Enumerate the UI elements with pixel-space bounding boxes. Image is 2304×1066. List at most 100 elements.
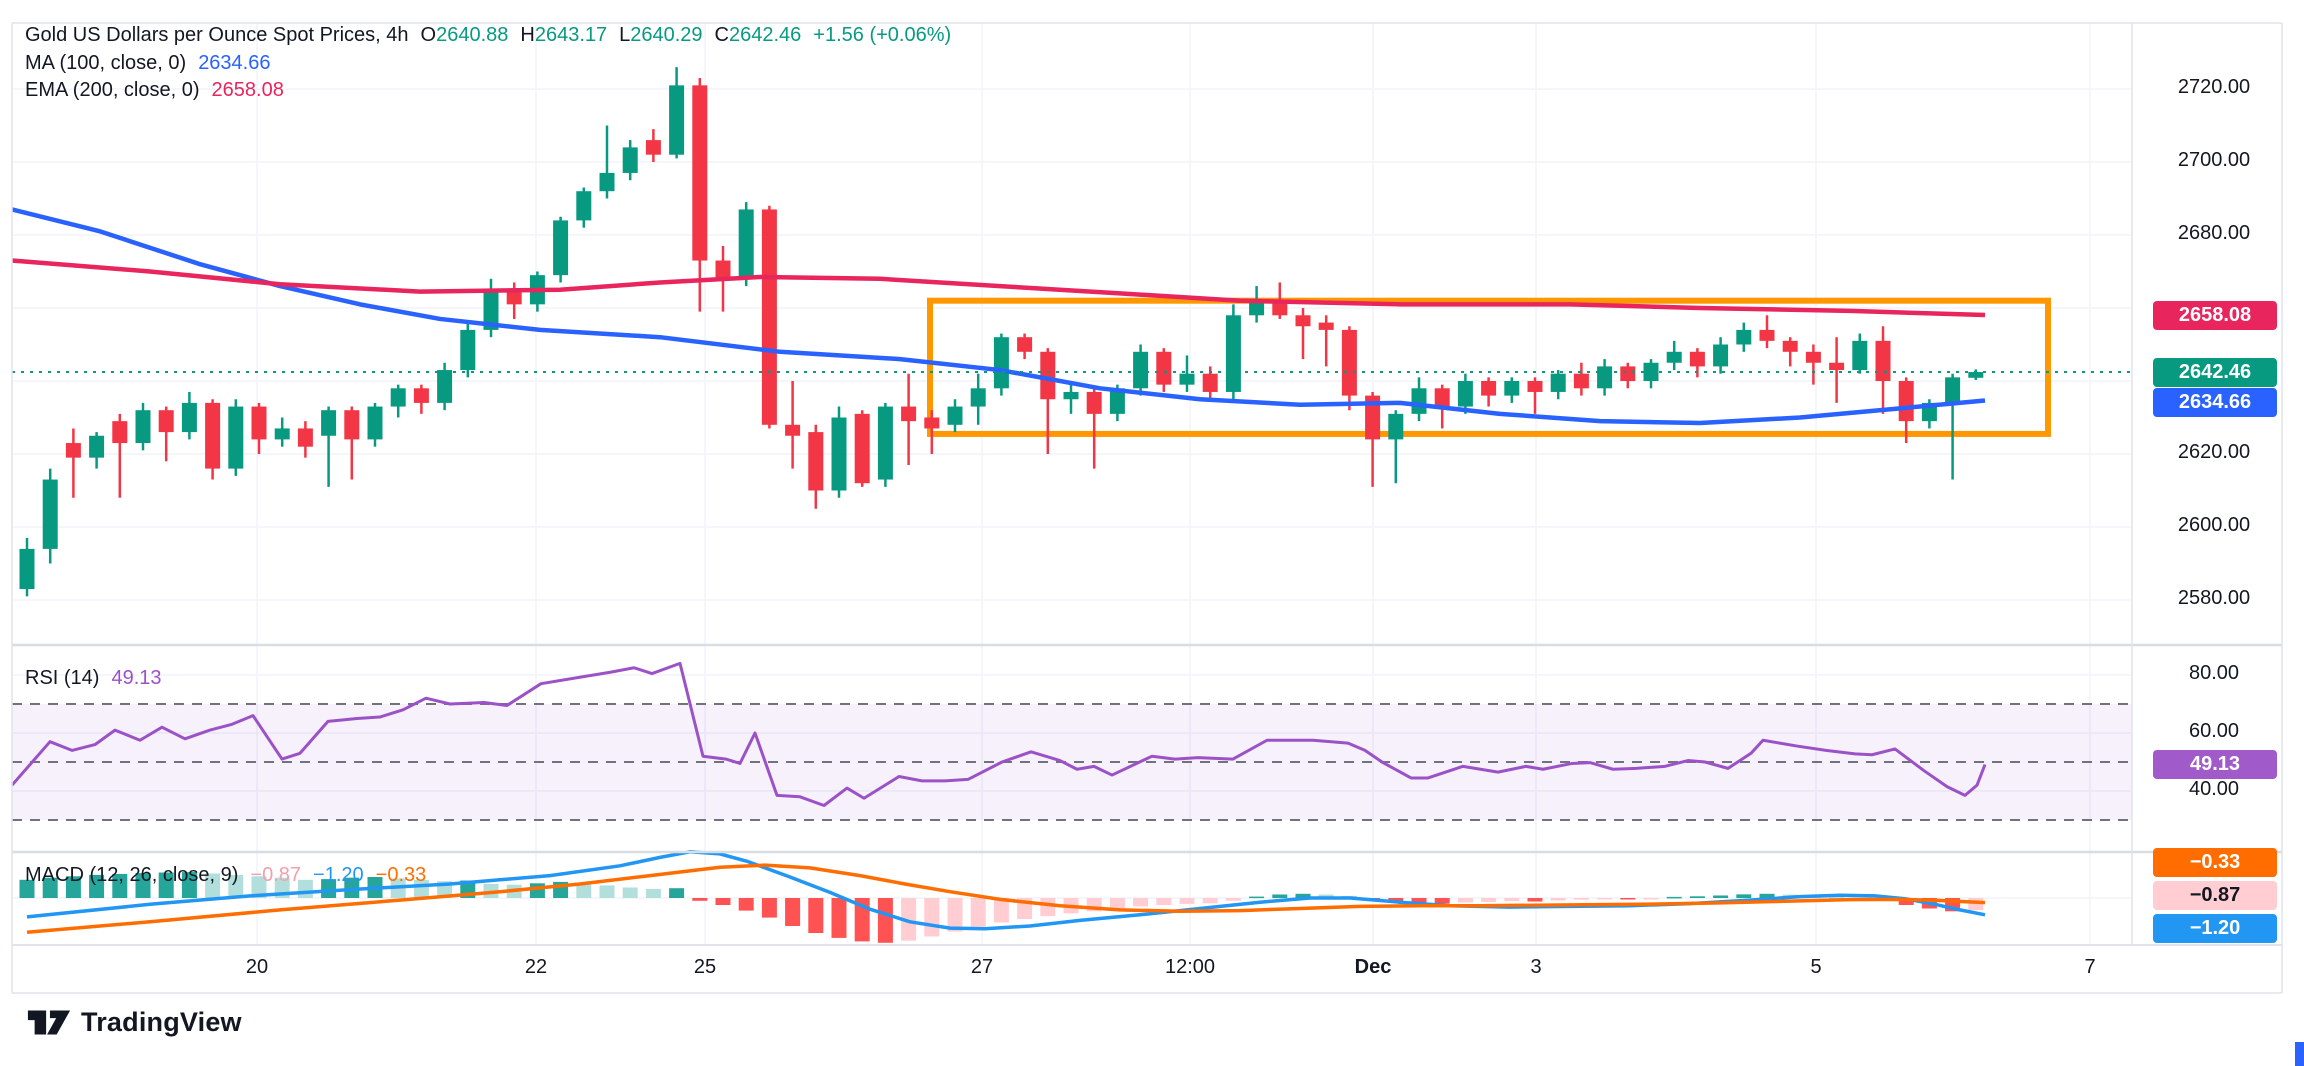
macd-hist-bar [1550,898,1566,901]
macd-hist-bar [65,876,81,898]
macd-hist-bar [1713,895,1729,898]
candle-body [181,402,197,433]
macd-line [26,850,1986,931]
candle-body [1457,381,1473,407]
macd-hist-bar [529,883,545,898]
candle-body [1713,344,1729,367]
candle-body [854,413,870,484]
time-tick-label: 3 [1530,956,1542,978]
macd-hist-bar [1249,896,1265,899]
candle-body [576,191,592,221]
ohlc-high: H 2643.17 [520,24,608,46]
macd-hist-bar [1179,898,1195,904]
candle-body [901,406,917,422]
candle-body [1249,300,1265,316]
macd-legend[interactable]: MACD (12, 26, close, 9) −0.87 −1.20 −0.3… [25,862,426,888]
candle-body [1434,388,1450,407]
candle-body [506,289,522,305]
candle-body [483,289,499,330]
macd-hist-value: −0.87 [250,864,302,886]
ema-label: EMA (200, close, 0) [25,79,200,101]
rsi-tick-label: 40.00 [2188,778,2240,800]
candle-body [1782,340,1798,352]
candle-body [622,147,638,173]
candle-body [251,406,267,440]
tradingview-brand-text: TradingView [81,1006,242,1037]
candle-body [1133,351,1149,389]
candle-body [1341,329,1357,396]
candle-body [808,432,824,491]
symbol-legend[interactable]: Gold US Dollars per Ounce Spot Prices, 4… [25,22,951,48]
macd-hist-bar [1573,898,1589,900]
price-tick-label: 2680.00 [2177,222,2251,244]
macd-hist-bar [599,885,615,898]
macd-hist-bar [1272,894,1288,898]
candle-body [1689,351,1705,367]
candle-body [1411,388,1427,414]
macd-hist-bar [1481,898,1497,902]
macd-hist-bar [692,898,708,901]
time-tick-label: 25 [693,956,717,978]
candle-body [1179,373,1195,385]
candle-body [1852,340,1868,371]
rsi-value: 49.13 [111,667,162,689]
macd-hist-bar [1133,898,1149,907]
macd-hist-bar [1898,898,1914,905]
candle-body [1550,373,1566,392]
time-tick-label: 5 [1810,956,1822,978]
candle-body [669,85,685,155]
macd-hist-bar [1457,898,1473,903]
candle-body [1805,351,1821,363]
candle-body [321,410,337,436]
rsi-tick-label: 60.00 [2188,720,2240,742]
price-tick-label: 2700.00 [2177,149,2251,171]
rsi-value-badge: 49.13 [2153,750,2277,780]
candle-body [924,417,940,429]
ma100-line [11,207,1986,426]
tradingview-logo[interactable]: TradingView [26,1002,242,1042]
macd-hist-bar [1689,896,1705,898]
candle-body [993,337,1009,389]
candle-body [599,172,615,192]
range-box-drawing[interactable] [927,297,2051,437]
macd-signal-value: −0.33 [375,864,427,886]
corner-accent [2295,1042,2304,1066]
time-tick-label: 27 [970,956,994,978]
candle-body [1527,381,1543,392]
rsi-label: RSI (14) [25,667,100,689]
macd-hist-bar [622,887,638,898]
ohlc-open: O 2640.88 [420,24,509,46]
price-tick-label: 2720.00 [2177,76,2251,98]
macd-line-value: −1.20 [313,864,364,886]
macd-hist-bar [1040,898,1056,917]
ema-value: 2658.08 [211,79,284,101]
macd-hist-bar [877,898,893,943]
candle-body [1736,329,1752,345]
macd-hist-bar [1156,898,1172,905]
macd-hist-bar [1829,897,1845,899]
macd-hist-bar [1736,894,1752,898]
rsi-legend[interactable]: RSI (14) 49.13 [25,665,162,691]
ohlc-close: C 2642.46 [714,24,802,46]
macd-hist-bar [251,876,267,898]
candle-body [1875,340,1891,381]
tradingview-logo-icon [27,1010,71,1035]
candle-body [947,406,963,425]
candle-body [1017,337,1033,352]
price-tick-label: 2600.00 [2177,514,2251,536]
ma-legend[interactable]: MA (100, close, 0) 2634.66 [25,50,270,76]
macd-hist-bar [831,898,847,938]
price-change: +1.56 (+0.06%) [813,24,952,46]
macd-hist-bar [1388,898,1404,902]
candle-body [831,417,847,491]
candle-body [1063,391,1079,400]
candle-body [692,85,708,261]
macd-hist-bar [970,898,986,927]
ema-legend[interactable]: EMA (200, close, 0) 2658.08 [25,77,284,103]
candle-body [274,428,290,440]
macd-hist-bar [1643,898,1659,900]
ma-price-badge: 2634.66 [2153,387,2277,417]
candle-body [645,140,661,155]
